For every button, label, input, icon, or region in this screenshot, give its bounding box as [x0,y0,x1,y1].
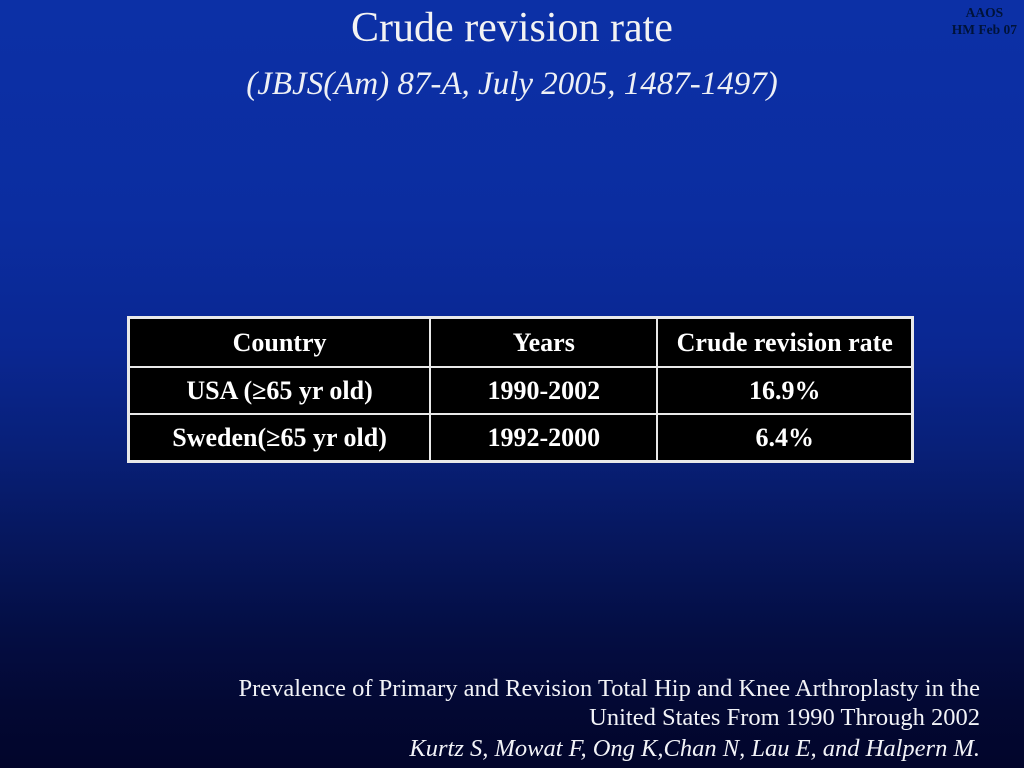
cell-usa-country: USA (≥65 yr old) [127,366,432,415]
table-row-sweden: Sweden(≥65 yr old) 1992-2000 6.4% [127,413,914,463]
corner-note-org: AAOS [965,5,1004,20]
cell-sweden-rate: 6.4% [656,413,914,463]
revision-rate-table: Country Years Crude revision rate USA (≥… [127,316,914,463]
column-header-crude-revision-rate: Crude revision rate [656,316,914,368]
table-row-usa: USA (≥65 yr old) 1990-2002 16.9% [127,366,914,415]
cell-usa-rate: 16.9% [656,366,914,415]
table-header-row: Country Years Crude revision rate [127,316,914,368]
slide-subtitle-citation: (JBJS(Am) 87-A, July 2005, 1487-1497) [246,66,778,102]
revision-rate-table-container: Country Years Crude revision rate USA (≥… [127,316,914,463]
citation-block: Prevalence of Primary and Revision Total… [150,674,980,763]
slide-title: Crude revision rate [351,5,673,51]
citation-title-line2: United States From 1990 Through 2002 [589,704,980,731]
column-header-country: Country [127,316,432,368]
column-header-years: Years [429,316,659,368]
cell-usa-years: 1990-2002 [429,366,659,415]
citation-title-line1: Prevalence of Primary and Revision Total… [238,675,980,702]
cell-sweden-years: 1992-2000 [429,413,659,463]
corner-note-date: HM Feb 07 [951,22,1017,37]
corner-note: AAOS HM Feb 07 [952,4,1017,38]
cell-sweden-country: Sweden(≥65 yr old) [127,413,432,463]
citation-authors: Kurtz S, Mowat F, Ong K,Chan N, Lau E, a… [409,735,980,762]
